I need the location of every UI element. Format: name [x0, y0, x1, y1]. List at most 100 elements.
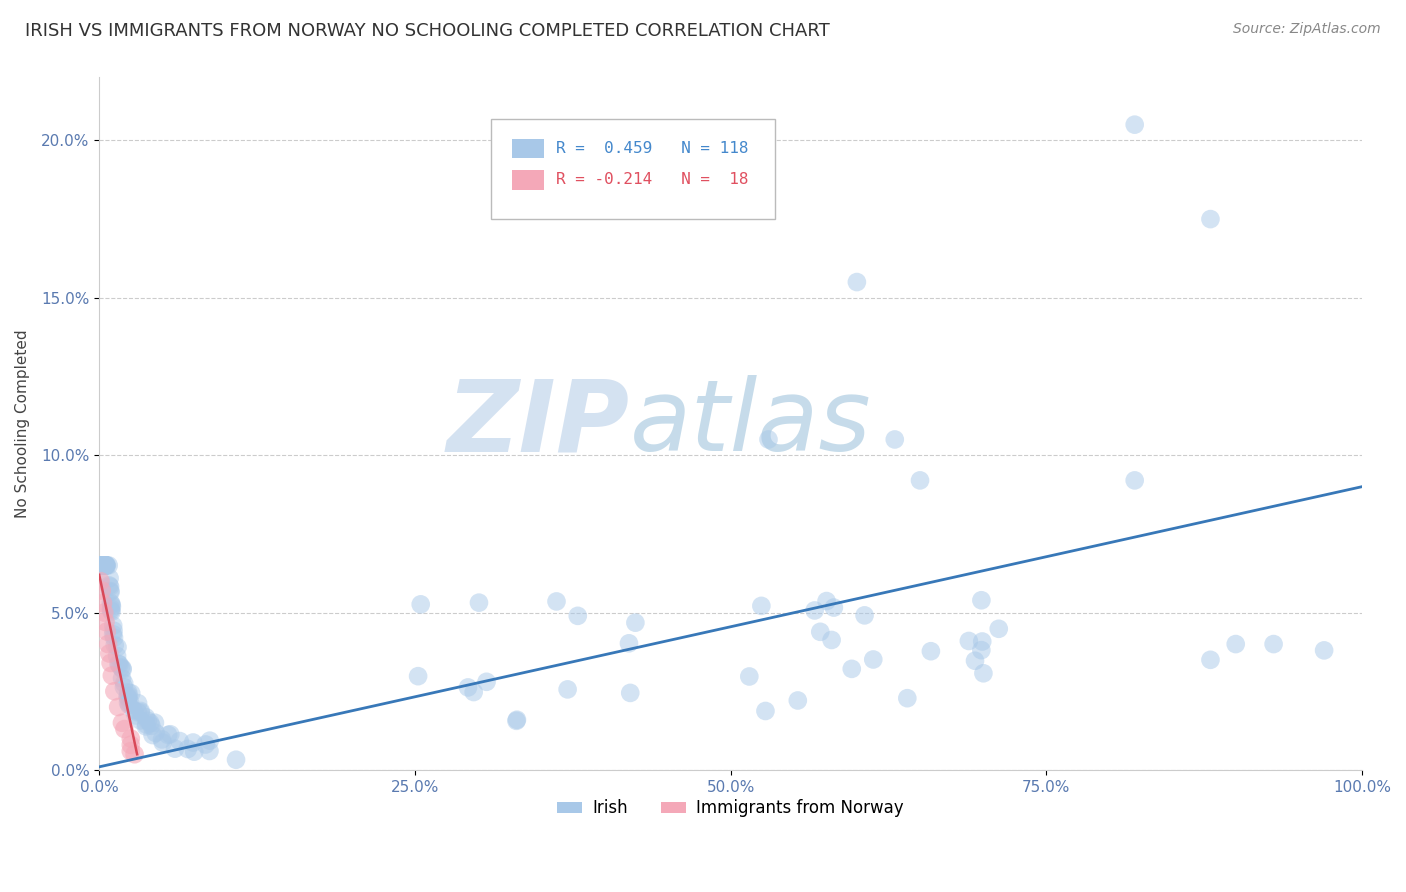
Point	[150, 732, 173, 747]
Point	[91, 558, 114, 573]
Point	[145, 726, 167, 740]
Point	[105, 648, 128, 663]
Point	[118, 696, 141, 710]
Point	[194, 738, 217, 752]
Point	[90, 583, 112, 598]
Point	[758, 433, 780, 447]
Point	[100, 585, 122, 599]
Point	[90, 558, 112, 573]
Point	[751, 599, 773, 613]
Point	[463, 685, 485, 699]
Point	[117, 696, 139, 710]
Point	[94, 558, 117, 573]
Point	[112, 676, 135, 690]
Point	[124, 747, 146, 762]
Point	[120, 686, 142, 700]
Point	[107, 657, 129, 671]
Point	[198, 733, 221, 747]
Point	[129, 714, 152, 728]
Point	[823, 600, 845, 615]
Point	[96, 558, 118, 573]
Point	[100, 598, 122, 612]
Point	[624, 615, 647, 630]
Point	[96, 558, 118, 573]
Point	[93, 558, 115, 573]
Point	[129, 704, 152, 718]
Point	[198, 744, 221, 758]
Point	[841, 662, 863, 676]
Point	[409, 598, 432, 612]
Point	[97, 558, 120, 573]
Point	[91, 558, 114, 573]
Point	[118, 689, 141, 703]
Point	[970, 643, 993, 657]
Point	[972, 666, 994, 681]
Text: Source: ZipAtlas.com: Source: ZipAtlas.com	[1233, 22, 1381, 37]
Point	[98, 584, 121, 599]
Point	[468, 596, 491, 610]
Point	[104, 638, 127, 652]
Point	[94, 558, 117, 573]
Text: ZIP: ZIP	[447, 376, 630, 472]
Point	[98, 571, 121, 585]
Point	[152, 735, 174, 749]
Point	[862, 652, 884, 666]
Point	[120, 731, 142, 746]
Text: atlas: atlas	[630, 376, 872, 472]
Point	[110, 660, 132, 674]
Point	[157, 728, 180, 742]
Point	[103, 684, 125, 698]
Point	[98, 578, 121, 592]
Point	[127, 706, 149, 720]
Point	[972, 634, 994, 648]
Point	[815, 594, 838, 608]
Point	[505, 714, 527, 728]
Point	[89, 558, 111, 573]
Point	[143, 715, 166, 730]
Point	[89, 574, 111, 588]
Point	[177, 742, 200, 756]
Point	[1313, 643, 1336, 657]
Text: R = -0.214   N =  18: R = -0.214 N = 18	[557, 172, 749, 187]
Point	[135, 710, 157, 724]
Point	[1199, 212, 1222, 227]
Point	[111, 663, 134, 677]
Point	[136, 714, 159, 728]
Point	[90, 558, 112, 573]
Point	[97, 637, 120, 651]
Point	[94, 615, 117, 629]
Point	[94, 558, 117, 573]
Point	[100, 605, 122, 619]
Point	[108, 657, 131, 672]
Point	[100, 656, 122, 670]
Point	[1225, 637, 1247, 651]
Point	[101, 627, 124, 641]
Text: IRISH VS IMMIGRANTS FROM NORWAY NO SCHOOLING COMPLETED CORRELATION CHART: IRISH VS IMMIGRANTS FROM NORWAY NO SCHOO…	[25, 22, 830, 40]
Point	[808, 624, 831, 639]
Point	[100, 596, 122, 610]
Point	[127, 696, 149, 710]
Point	[546, 594, 568, 608]
Point	[90, 558, 112, 573]
Point	[100, 603, 122, 617]
Point	[122, 703, 145, 717]
Point	[120, 738, 142, 752]
Point	[617, 636, 640, 650]
Point	[225, 753, 247, 767]
Point	[103, 618, 125, 632]
Point	[181, 735, 204, 749]
Point	[567, 608, 589, 623]
FancyBboxPatch shape	[491, 119, 775, 219]
Point	[93, 558, 115, 573]
Point	[786, 693, 808, 707]
Point	[94, 558, 117, 573]
Point	[557, 682, 579, 697]
Point	[91, 596, 114, 610]
Point	[963, 654, 986, 668]
Point	[93, 606, 115, 620]
Point	[457, 681, 479, 695]
Point	[1263, 637, 1285, 651]
Point	[98, 647, 121, 661]
Point	[90, 558, 112, 573]
Point	[90, 558, 112, 573]
